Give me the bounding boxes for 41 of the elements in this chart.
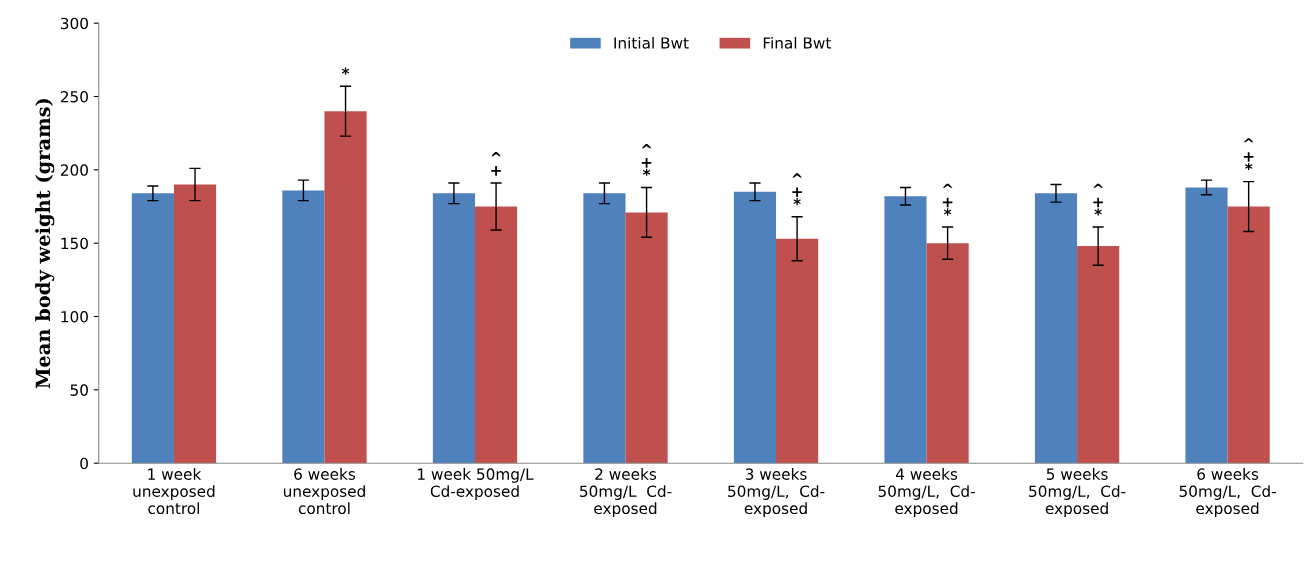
bar xyxy=(733,191,777,464)
bar xyxy=(776,238,819,464)
x-tick-label: 3 weeks 50mg/L, Cd- exposed xyxy=(728,468,825,518)
legend-label: Initial Bwt xyxy=(614,36,689,49)
legend-label: Final Bwt xyxy=(763,36,832,49)
y-tick-label: 100 xyxy=(61,310,88,323)
x-tick-label: 4 weeks 50mg/L, Cd- exposed xyxy=(878,468,975,518)
x-tick-label: 6 weeks unexposed control xyxy=(283,468,365,515)
bar xyxy=(173,184,217,464)
data-label: ^ + * xyxy=(942,183,953,216)
x-tick-label: 5 weeks 50mg/L, Cd- exposed xyxy=(1029,468,1126,518)
bar xyxy=(1227,206,1270,464)
bar xyxy=(884,196,927,464)
bar xyxy=(1185,187,1228,464)
bar xyxy=(282,190,325,464)
y-tick-label: 250 xyxy=(60,90,88,103)
bar xyxy=(432,193,475,464)
data-label: * xyxy=(341,67,350,75)
bar xyxy=(926,243,969,464)
x-tick-label: 1 week unexposed control xyxy=(133,468,215,515)
bar xyxy=(625,212,668,464)
x-tick-label: 6 weeks 50mg/L, Cd- exposed xyxy=(1179,468,1276,518)
bar xyxy=(474,206,518,464)
bar xyxy=(131,193,174,464)
y-tick-label: 300 xyxy=(60,17,88,30)
y-tick-label: 50 xyxy=(70,384,88,396)
data-label: ^ + * xyxy=(641,144,652,176)
bar xyxy=(324,111,367,464)
y-tick-label: 150 xyxy=(61,237,88,250)
x-tick-label: 2 weeks 50mg/L Cd- exposed xyxy=(580,468,672,518)
y-tick-label: 200 xyxy=(60,164,88,176)
data-label: ^ + * xyxy=(1243,138,1254,170)
data-label: ^ + xyxy=(491,152,501,176)
x-tick-label: 1 week 50mg/L Cd-exposed xyxy=(418,468,534,500)
bar xyxy=(1077,246,1120,464)
y-axis-title: Mean body weight (grams) xyxy=(35,99,55,389)
data-label: ^ + * xyxy=(1093,183,1103,216)
bar xyxy=(1034,193,1078,464)
y-tick-label: 0 xyxy=(80,457,88,470)
data-label: ^ + * xyxy=(792,173,802,206)
bar xyxy=(583,193,626,464)
